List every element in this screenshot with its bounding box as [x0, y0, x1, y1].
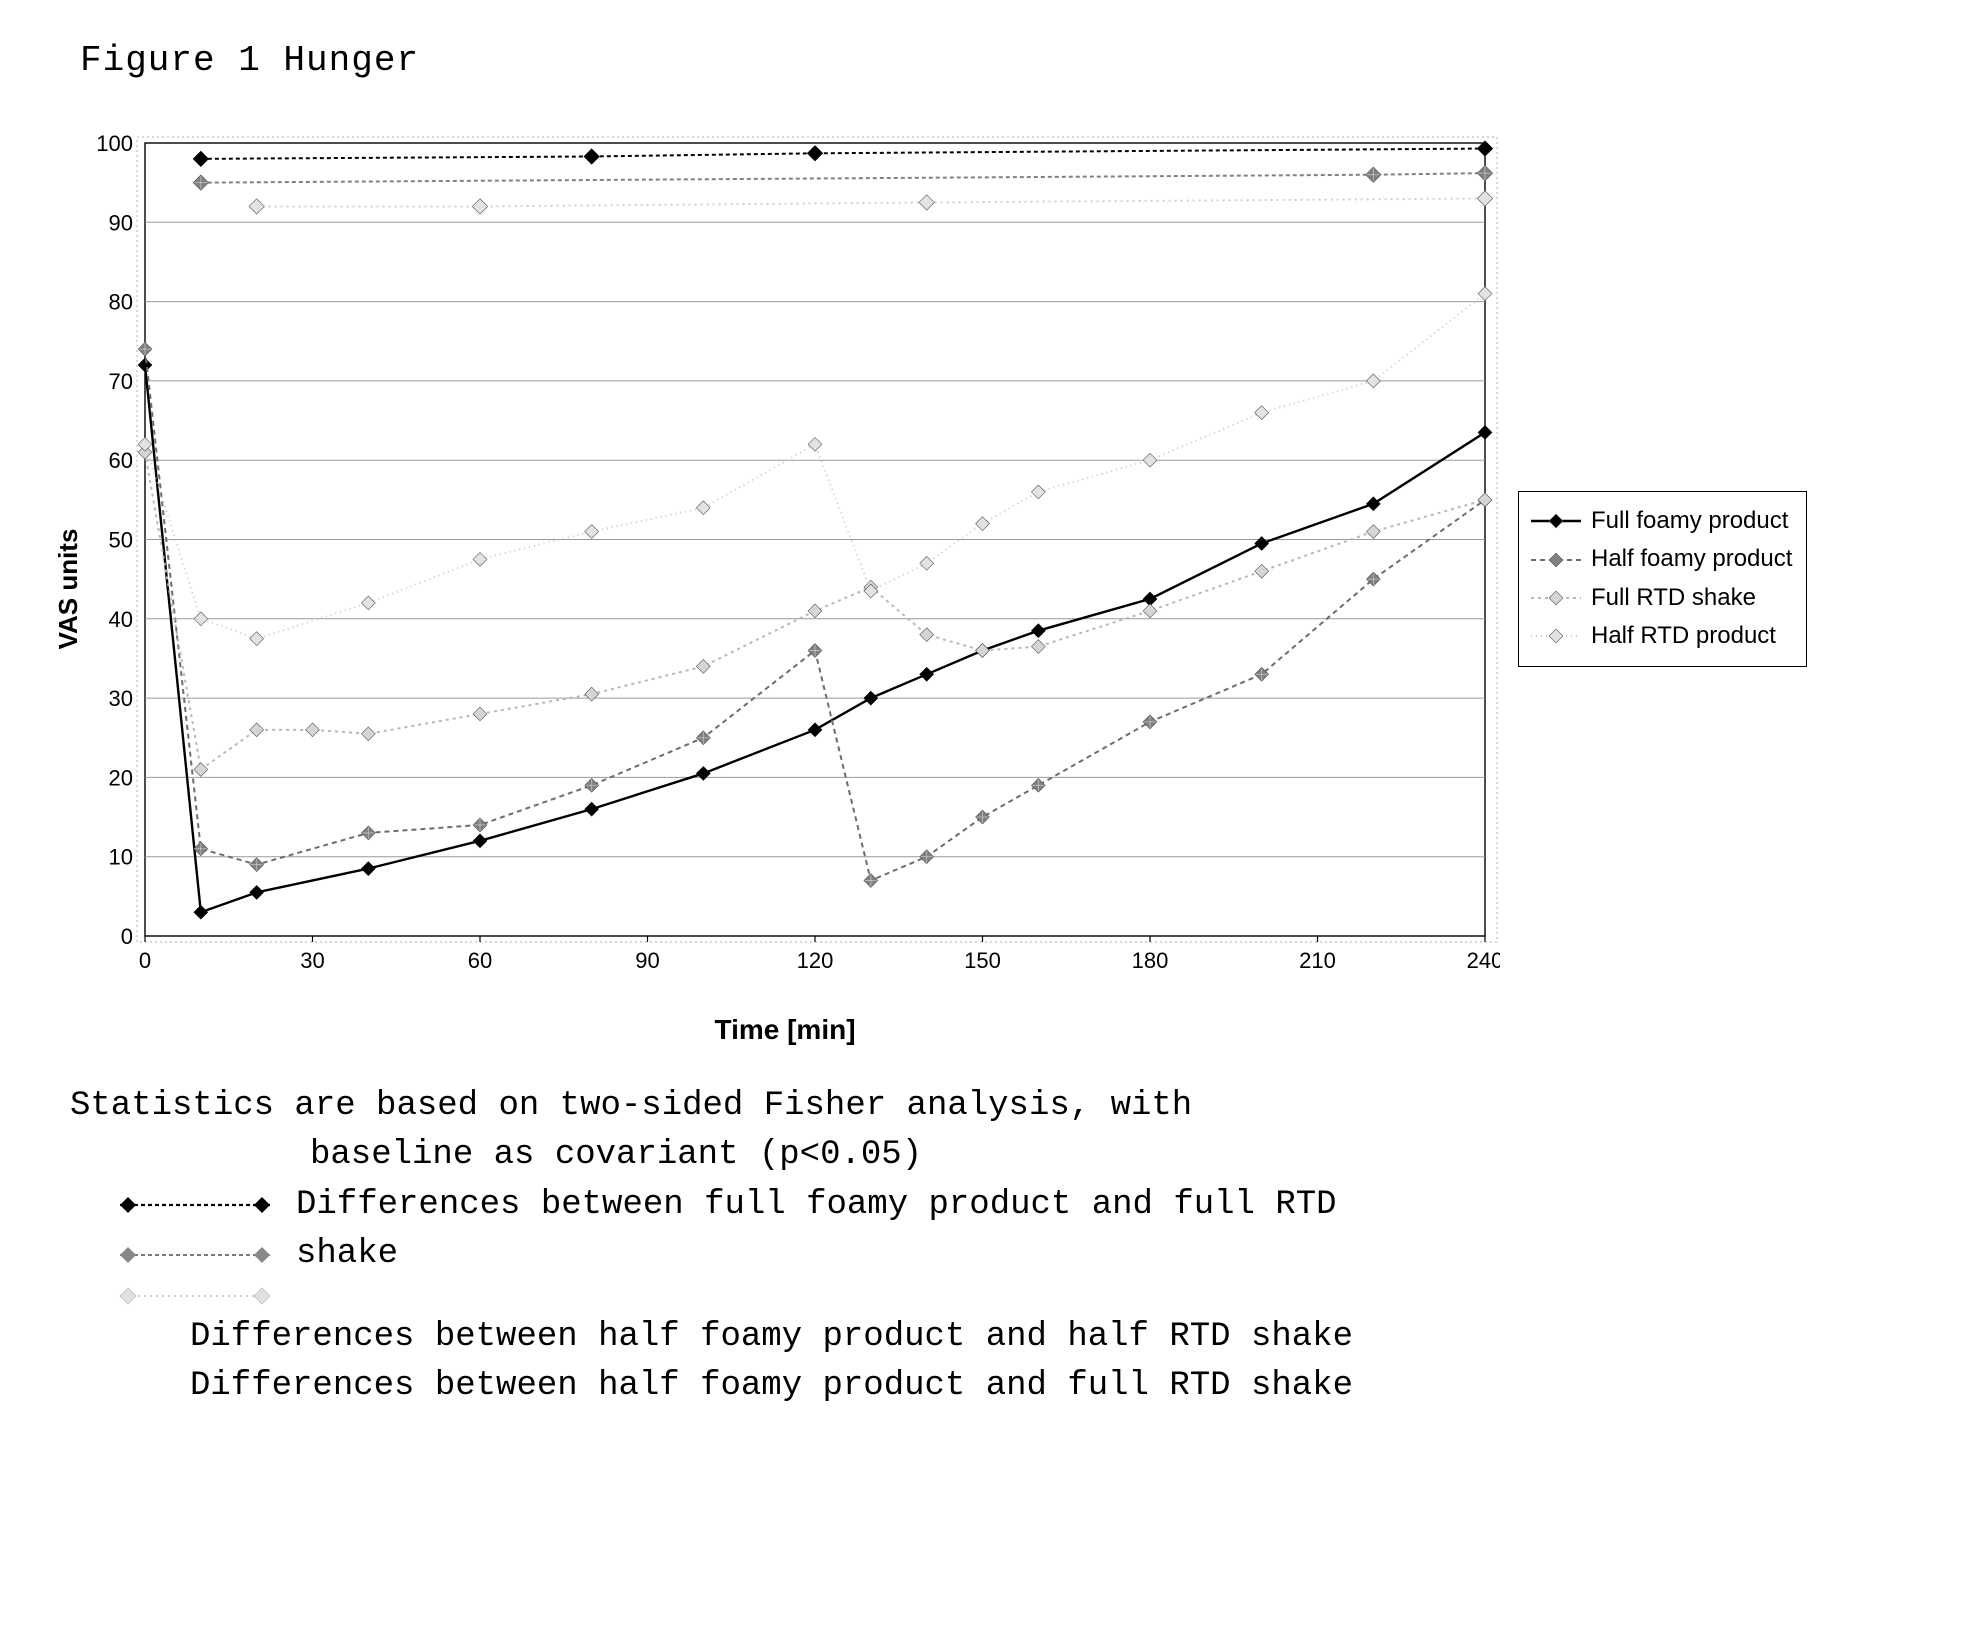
svg-text:50: 50 [109, 528, 133, 553]
svg-text:60: 60 [109, 448, 133, 473]
caption-diff1: Differences between full foamy product a… [296, 1181, 1337, 1230]
legend-item-half_rtd: Half RTD product [1529, 617, 1792, 655]
svg-text:60: 60 [468, 948, 492, 973]
svg-text:70: 70 [109, 369, 133, 394]
diff3-swatch [110, 1279, 280, 1313]
caption-stats-line1: Statistics are based on two-sided Fisher… [70, 1082, 1937, 1131]
x-axis-label: Time [min] [70, 1014, 1500, 1046]
plot-stack: VAS units 010203040506070809010003060901… [70, 131, 1500, 1046]
caption-diff2: Differences between half foamy product a… [70, 1313, 1937, 1362]
svg-text:120: 120 [797, 948, 834, 973]
svg-text:90: 90 [635, 948, 659, 973]
svg-text:30: 30 [300, 948, 324, 973]
caption-diff-row-3 [70, 1279, 1937, 1313]
figure-title: Figure 1 Hunger [80, 40, 1937, 81]
legend-item-full_rtd: Full RTD shake [1529, 579, 1792, 617]
chart-row: VAS units 010203040506070809010003060901… [70, 131, 1937, 1046]
hunger-chart: 0 10 20 30 40 50 60 70 80 90 100 0 30 60 90 120 150 180 21… [70, 131, 1500, 991]
svg-text:240: 240 [1467, 948, 1500, 973]
legend-item-full_foamy: Full foamy product [1529, 502, 1792, 540]
legend-label: Half RTD product [1591, 617, 1776, 655]
diff1-swatch [110, 1188, 280, 1222]
svg-text:0: 0 [121, 924, 133, 949]
caption-diff-row-2: shake [70, 1230, 1937, 1279]
y-axis-label: VAS units [53, 528, 84, 649]
svg-text:40: 40 [109, 607, 133, 632]
svg-text:20: 20 [109, 765, 133, 790]
svg-text:210: 210 [1299, 948, 1336, 973]
caption-stats-line2: baseline as covariant (p<0.05) [70, 1131, 1937, 1180]
diff2-swatch [110, 1238, 280, 1272]
svg-text:0: 0 [139, 948, 151, 973]
svg-text:100: 100 [96, 131, 133, 156]
svg-text:180: 180 [1132, 948, 1169, 973]
svg-text:80: 80 [109, 290, 133, 315]
legend-label: Half foamy product [1591, 540, 1792, 578]
legend-label: Full RTD shake [1591, 579, 1756, 617]
caption-diff-row-1: Differences between full foamy product a… [70, 1181, 1937, 1230]
chart-legend: Full foamy productHalf foamy productFull… [1518, 491, 1807, 667]
legend-label: Full foamy product [1591, 502, 1788, 540]
svg-text:10: 10 [109, 845, 133, 870]
svg-text:150: 150 [964, 948, 1001, 973]
caption-diff3: Differences between half foamy product a… [70, 1362, 1937, 1411]
caption-diff1-cont: shake [296, 1230, 398, 1279]
legend-item-half_foamy: Half foamy product [1529, 540, 1792, 578]
svg-text:30: 30 [109, 686, 133, 711]
svg-text:90: 90 [109, 210, 133, 235]
figure-caption: Statistics are based on two-sided Fisher… [70, 1082, 1937, 1412]
